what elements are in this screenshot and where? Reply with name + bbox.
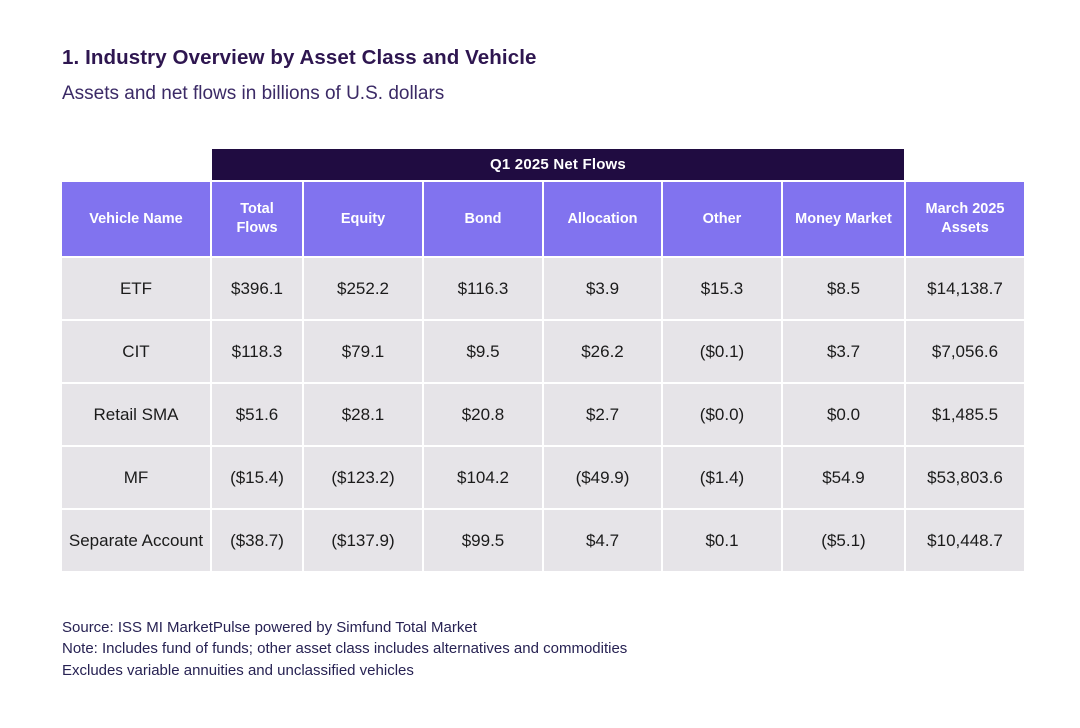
source-notes: Source: ISS MI MarketPulse powered by Si…: [62, 617, 1018, 681]
bond-cell: $99.5: [424, 510, 542, 571]
equity-cell: ($123.2): [304, 447, 422, 508]
exclusion-line: Excludes variable annuities and unclassi…: [62, 661, 414, 679]
total-flows-cell: $118.3: [212, 321, 302, 382]
total-flows-cell: $51.6: [212, 384, 302, 445]
allocation-cell: ($49.9): [544, 447, 661, 508]
allocation-cell: $4.7: [544, 510, 661, 571]
total-flows-cell: $396.1: [212, 258, 302, 319]
column-header-other: Other: [663, 182, 781, 256]
march-assets-cell: $1,485.5: [906, 384, 1024, 445]
total-flows-cell: ($38.7): [212, 510, 302, 571]
allocation-cell: $26.2: [544, 321, 661, 382]
column-header-money-market: Money Market: [783, 182, 904, 256]
vehicle-name-cell: CIT: [62, 321, 210, 382]
column-header-allocation: Allocation: [544, 182, 661, 256]
other-cell: ($1.4): [663, 447, 781, 508]
march-assets-cell: $7,056.6: [906, 321, 1024, 382]
vehicle-name-cell: MF: [62, 447, 210, 508]
money-market-cell: ($5.1): [783, 510, 904, 571]
bond-cell: $116.3: [424, 258, 542, 319]
bond-cell: $20.8: [424, 384, 542, 445]
equity-cell: $79.1: [304, 321, 422, 382]
column-header-bond: Bond: [424, 182, 542, 256]
column-header-vehicle-name: Vehicle Name: [62, 182, 210, 256]
total-flows-cell: ($15.4): [212, 447, 302, 508]
source-line: Source: ISS MI MarketPulse powered by Si…: [62, 619, 477, 636]
other-cell: $0.1: [663, 510, 781, 571]
bond-cell: $104.2: [424, 447, 542, 508]
band-left-spacer: [62, 149, 210, 180]
other-cell: $15.3: [663, 258, 781, 319]
money-market-cell: $3.7: [783, 321, 904, 382]
equity-cell: ($137.9): [304, 510, 422, 571]
note-line: Note: Includes fund of funds; other asse…: [62, 640, 628, 658]
other-cell: ($0.0): [663, 384, 781, 445]
column-header-total-flows: Total Flows: [212, 182, 302, 256]
money-market-cell: $0.0: [783, 384, 904, 445]
bond-cell: $9.5: [424, 321, 542, 382]
net-flows-band-header: Q1 2025 Net Flows: [212, 149, 904, 180]
other-cell: ($0.1): [663, 321, 781, 382]
equity-cell: $28.1: [304, 384, 422, 445]
industry-overview-table: Q1 2025 Net Flows Vehicle Name Total Flo…: [62, 149, 1024, 571]
figure-title: 1. Industry Overview by Asset Class and …: [62, 46, 537, 69]
column-header-march-2025-assets: March 2025 Assets: [906, 182, 1024, 256]
money-market-cell: $54.9: [783, 447, 904, 508]
allocation-cell: $2.7: [544, 384, 661, 445]
money-market-cell: $8.5: [783, 258, 904, 319]
march-assets-cell: $10,448.7: [906, 510, 1024, 571]
figure-subtitle: Assets and net flows in billions of U.S.…: [62, 83, 445, 104]
column-header-equity: Equity: [304, 182, 422, 256]
vehicle-name-cell: Separate Account: [62, 510, 210, 571]
vehicle-name-cell: Retail SMA: [62, 384, 210, 445]
allocation-cell: $3.9: [544, 258, 661, 319]
equity-cell: $252.2: [304, 258, 422, 319]
march-assets-cell: $53,803.6: [906, 447, 1024, 508]
march-assets-cell: $14,138.7: [906, 258, 1024, 319]
vehicle-name-cell: ETF: [62, 258, 210, 319]
band-right-spacer: [906, 149, 1024, 180]
